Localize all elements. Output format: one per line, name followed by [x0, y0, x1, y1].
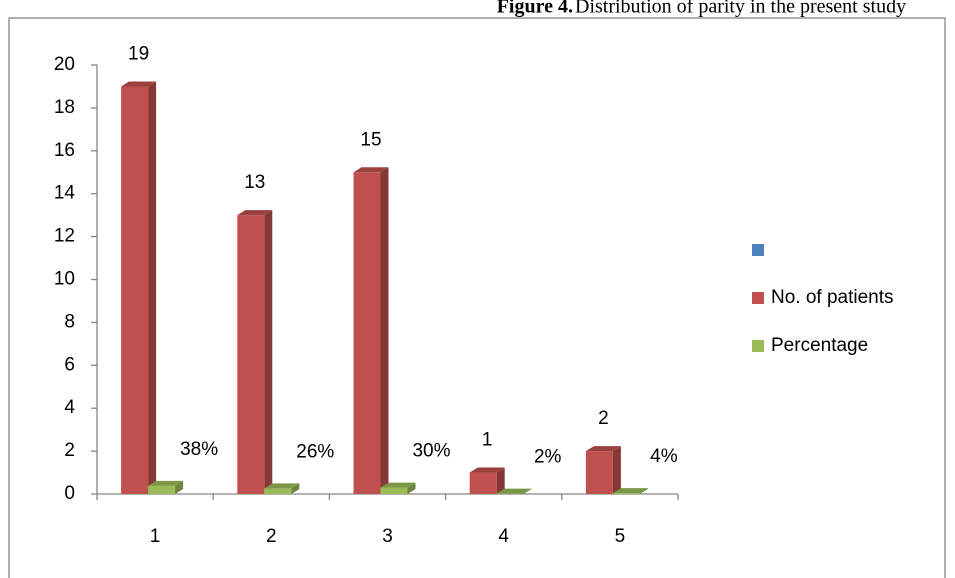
- value-label: 13: [244, 172, 265, 193]
- bar-side: [496, 467, 505, 494]
- bar-side: [264, 210, 273, 494]
- y-tick-label: 14: [54, 183, 76, 204]
- chart-title-label: Figure 4.: [497, 0, 573, 18]
- x-tick-label: 2: [266, 526, 277, 547]
- legend-label: Percentage: [771, 335, 868, 356]
- value-label: 30%: [412, 441, 450, 462]
- x-tick-label: 5: [615, 526, 626, 547]
- x-tick-label: 3: [382, 526, 393, 547]
- bar-side: [291, 483, 300, 494]
- bar: [353, 172, 381, 494]
- bar-side: [407, 482, 416, 494]
- bar: [585, 451, 613, 494]
- y-tick-label: 2: [64, 440, 75, 461]
- legend-label: No. of patients: [771, 287, 894, 308]
- bar-side: [148, 81, 157, 494]
- bar-top: [469, 467, 505, 473]
- bar-side: [612, 446, 621, 494]
- legend-swatch: [752, 292, 764, 304]
- bar-top: [496, 488, 532, 494]
- chart-title: Distribution of parity in the present st…: [575, 0, 906, 18]
- bar: [469, 472, 497, 494]
- value-label: 38%: [180, 439, 218, 460]
- value-label: 19: [128, 43, 149, 64]
- bar: [237, 215, 265, 494]
- bar-top: [264, 483, 300, 489]
- bar-top: [353, 167, 389, 173]
- bar: [264, 488, 292, 494]
- y-tick-label: 8: [64, 311, 75, 332]
- y-tick-label: 12: [54, 226, 75, 247]
- legend-swatch: [752, 244, 764, 256]
- bar-top: [237, 210, 273, 216]
- bar-side: [380, 167, 389, 494]
- bar-top: [148, 480, 184, 486]
- x-tick-label: 1: [150, 526, 161, 547]
- y-tick-label: 4: [64, 397, 75, 418]
- value-label: 2%: [534, 447, 562, 468]
- value-label: 4%: [650, 446, 678, 467]
- bar-top: [121, 81, 157, 87]
- legend-swatch: [752, 340, 764, 352]
- bar-top: [585, 446, 621, 452]
- value-label: 1: [482, 430, 493, 451]
- bar: [380, 487, 408, 494]
- bar-side: [175, 480, 184, 494]
- value-label: 15: [360, 129, 381, 150]
- bar-top: [612, 488, 648, 494]
- value-label: 26%: [296, 441, 334, 462]
- bar-top: [380, 482, 416, 488]
- bar: [612, 493, 640, 494]
- bar: [148, 485, 176, 494]
- value-label: 2: [598, 408, 609, 429]
- y-tick-label: 16: [54, 140, 75, 161]
- x-tick-label: 4: [498, 526, 509, 547]
- bar-side: [523, 488, 532, 494]
- y-tick-label: 10: [54, 269, 75, 290]
- y-tick-label: 0: [64, 483, 75, 504]
- y-tick-label: 18: [54, 97, 75, 118]
- y-tick-label: 6: [64, 354, 75, 375]
- bar-side: [639, 488, 648, 494]
- bar: [121, 86, 149, 494]
- y-tick-label: 20: [54, 54, 75, 75]
